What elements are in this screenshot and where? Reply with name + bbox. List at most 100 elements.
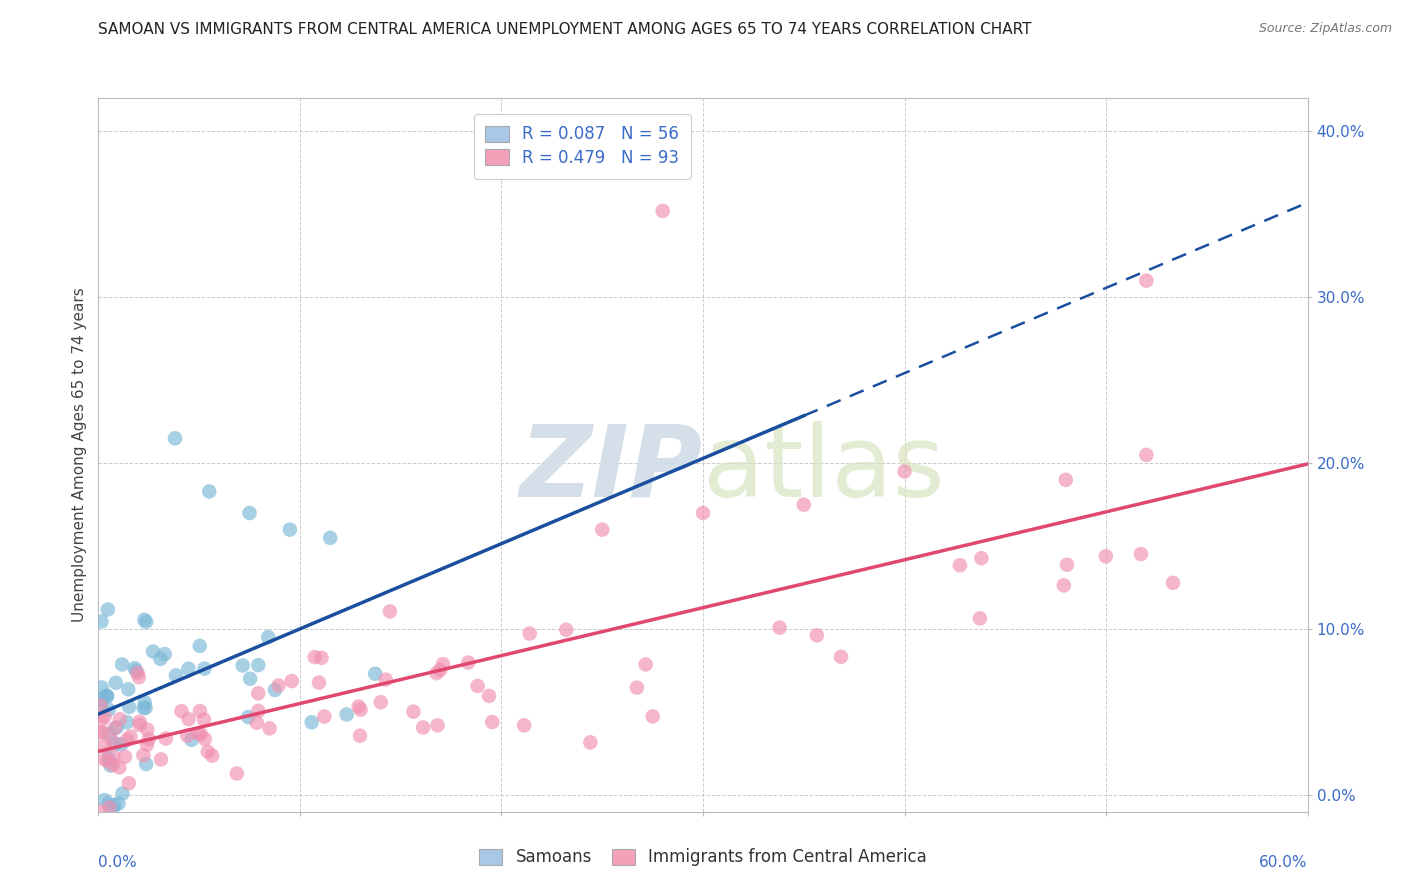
Point — [111, 787, 134, 801]
Point — [103, 798, 125, 813]
Point — [626, 681, 648, 695]
Point — [579, 735, 602, 749]
Point — [259, 722, 281, 736]
Point — [135, 700, 157, 714]
Point — [768, 621, 790, 635]
Point — [134, 695, 156, 709]
Point — [150, 752, 173, 766]
Point — [1056, 558, 1078, 572]
Point — [238, 710, 260, 724]
Point — [308, 675, 330, 690]
Point — [264, 683, 287, 698]
Point — [374, 673, 396, 687]
Point — [135, 615, 157, 629]
Point — [426, 666, 449, 681]
Text: Source: ZipAtlas.com: Source: ZipAtlas.com — [1258, 22, 1392, 36]
Point — [135, 757, 157, 772]
Point — [177, 662, 200, 676]
Point — [101, 734, 124, 748]
Point — [105, 721, 128, 735]
Point — [426, 718, 449, 732]
Point — [128, 718, 150, 732]
Point — [104, 721, 127, 735]
Point — [165, 668, 187, 682]
Point — [278, 523, 301, 537]
Point — [1054, 473, 1077, 487]
Point — [412, 721, 434, 735]
Point — [90, 713, 112, 727]
Point — [347, 699, 370, 714]
Point — [969, 611, 991, 625]
Text: 0.0%: 0.0% — [98, 855, 138, 870]
Point — [364, 666, 387, 681]
Point — [97, 751, 120, 765]
Point — [136, 723, 159, 737]
Point — [806, 628, 828, 642]
Point — [89, 699, 111, 714]
Legend: Samoans, Immigrants from Central America: Samoans, Immigrants from Central America — [471, 840, 935, 875]
Point — [118, 700, 141, 714]
Point — [89, 725, 111, 739]
Point — [89, 698, 111, 713]
Point — [104, 737, 127, 751]
Point — [108, 760, 131, 774]
Point — [478, 689, 501, 703]
Point — [127, 665, 149, 680]
Point — [132, 701, 155, 715]
Point — [232, 658, 254, 673]
Point — [1095, 549, 1118, 564]
Point — [402, 705, 425, 719]
Text: 60.0%: 60.0% — [1260, 855, 1308, 870]
Point — [193, 713, 215, 727]
Point — [641, 709, 664, 723]
Point — [432, 657, 454, 671]
Point — [429, 663, 451, 677]
Point — [89, 805, 111, 819]
Point — [138, 732, 160, 747]
Point — [949, 558, 972, 573]
Point — [93, 752, 115, 766]
Point — [115, 715, 138, 730]
Point — [93, 709, 115, 723]
Point — [153, 647, 176, 661]
Point — [117, 682, 139, 697]
Point — [591, 523, 613, 537]
Point — [110, 737, 132, 751]
Point — [692, 506, 714, 520]
Point — [124, 661, 146, 675]
Point — [190, 727, 212, 741]
Point — [93, 739, 115, 753]
Point — [555, 623, 578, 637]
Text: ZIP: ZIP — [520, 421, 703, 517]
Point — [94, 689, 117, 703]
Point — [378, 604, 401, 618]
Point — [1135, 274, 1157, 288]
Point — [970, 551, 993, 566]
Point — [96, 689, 118, 703]
Point — [100, 758, 122, 772]
Point — [177, 712, 200, 726]
Point — [97, 602, 120, 616]
Point — [304, 650, 326, 665]
Point — [136, 738, 159, 752]
Point — [314, 709, 336, 723]
Point — [90, 615, 112, 629]
Point — [193, 662, 215, 676]
Point — [101, 757, 124, 772]
Point — [457, 656, 479, 670]
Point — [194, 731, 217, 746]
Point — [108, 712, 131, 726]
Point — [280, 674, 302, 689]
Point — [239, 506, 262, 520]
Point — [128, 714, 150, 729]
Point — [319, 531, 342, 545]
Point — [893, 465, 915, 479]
Point — [103, 749, 125, 764]
Point — [142, 644, 165, 658]
Point — [90, 681, 112, 695]
Point — [163, 431, 186, 445]
Point — [97, 703, 120, 717]
Point — [247, 686, 270, 700]
Point — [96, 689, 118, 703]
Point — [1053, 578, 1076, 592]
